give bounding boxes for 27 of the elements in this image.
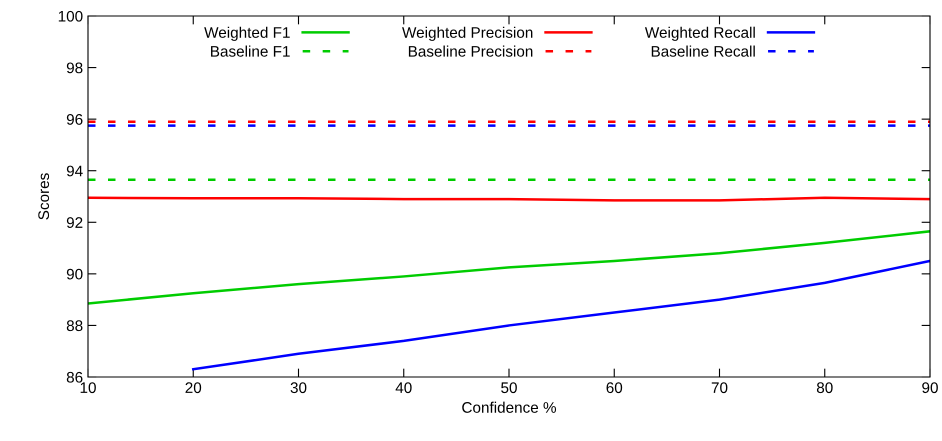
x-tick-label: 20 xyxy=(186,382,202,394)
legend-label: Baseline Recall xyxy=(652,46,755,57)
y-axis-title: Scores xyxy=(38,173,50,220)
legend-label: Baseline F1 xyxy=(211,46,290,57)
line-series xyxy=(192,260,930,371)
y-tick-label: 96 xyxy=(66,114,82,125)
x-axis-title: Confidence % xyxy=(462,402,556,413)
x-tick-label: 50 xyxy=(501,382,517,394)
x-tick-label: 90 xyxy=(922,382,938,394)
x-tick-label: 40 xyxy=(396,382,412,394)
y-tick-label: 94 xyxy=(66,166,83,176)
x-tick-label: 60 xyxy=(606,382,622,394)
y-tick-label: 86 xyxy=(66,372,82,383)
y-tick-label: 88 xyxy=(66,320,82,332)
x-tick-label: 10 xyxy=(80,382,96,394)
x-tick-label: 30 xyxy=(290,382,306,394)
legend-label: Baseline Precision xyxy=(408,46,532,57)
x-tick-label: 80 xyxy=(816,382,833,394)
y-tick-label: 90 xyxy=(66,268,83,280)
y-tick-label: 100 xyxy=(58,10,83,22)
legend-label: Weighted Precision xyxy=(402,26,532,41)
legend-label: Weighted F1 xyxy=(204,26,290,41)
y-tick-label: 92 xyxy=(66,217,82,228)
y-tick-label: 98 xyxy=(66,62,82,74)
line-series xyxy=(88,230,930,305)
legend-label: Weighted Recall xyxy=(644,26,755,41)
x-tick-label: 70 xyxy=(712,382,728,394)
